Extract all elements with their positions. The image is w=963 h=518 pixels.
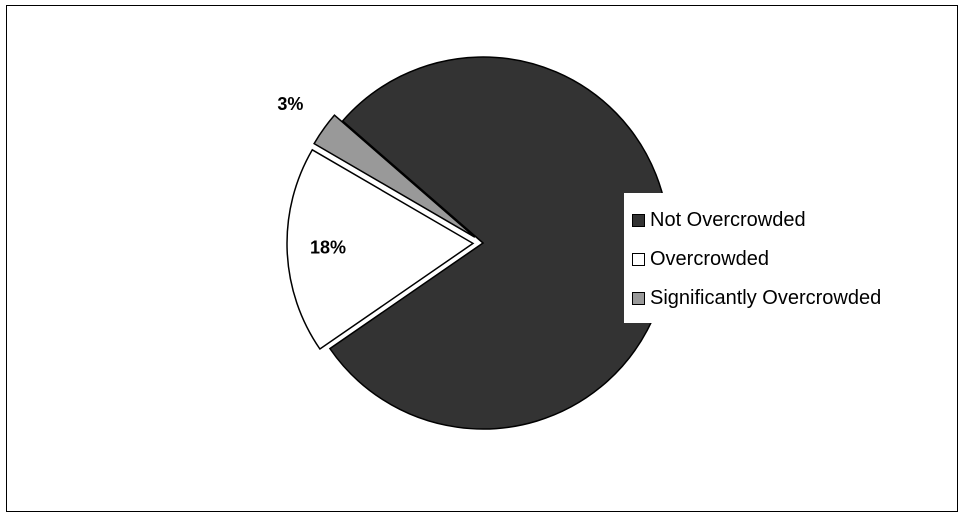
legend-label-significantly-overcrowded: Significantly Overcrowded [650,287,882,309]
legend-label-overcrowded: Overcrowded [650,248,769,270]
legend: Not Overcrowded Overcrowded Significantl… [624,193,942,323]
legend-swatch-not-overcrowded [632,214,645,227]
pie-labels: 18% 3% [277,94,346,258]
data-label-overcrowded: 18% [310,238,346,258]
pie-slice-overcrowded [286,148,475,351]
legend-label-not-overcrowded: Not Overcrowded [650,209,806,231]
data-label-significantly-overcrowded: 3% [277,94,303,114]
legend-item-significantly-overcrowded: Significantly Overcrowded [632,279,942,318]
pie-slices [286,56,670,430]
legend-swatch-significantly-overcrowded [632,292,645,305]
legend-item-overcrowded: Overcrowded [632,240,942,279]
legend-swatch-overcrowded [632,253,645,266]
pie-slice-significantly-overcrowded [313,114,476,238]
legend-item-not-overcrowded: Not Overcrowded [632,201,942,240]
